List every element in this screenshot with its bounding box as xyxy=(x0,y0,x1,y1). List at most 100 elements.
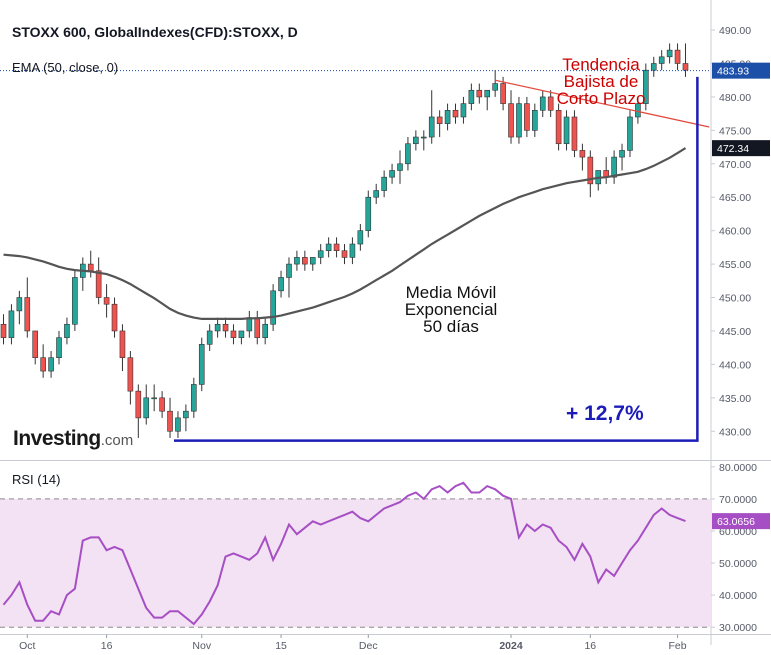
last-price-badge-text: 483.93 xyxy=(717,66,749,78)
chart-title: STOXX 600, GlobalIndexes(CFD):STOXX, D xyxy=(12,24,298,40)
candle xyxy=(183,404,189,432)
candle-body xyxy=(222,323,229,332)
logo-suffix: .com xyxy=(100,432,134,449)
candle-body xyxy=(468,89,475,104)
candle-body xyxy=(214,323,221,332)
candle xyxy=(428,90,435,144)
time-tick-label: 16 xyxy=(584,640,596,652)
candle xyxy=(532,103,538,138)
candle-body xyxy=(119,330,126,359)
trend-annotation: Tendencia Bajista de Corto Plazo xyxy=(536,56,666,107)
candle xyxy=(579,143,586,171)
candle-body xyxy=(674,49,681,64)
candle xyxy=(222,317,229,338)
logo-brand: Investing xyxy=(13,427,101,450)
candle-body xyxy=(238,330,245,338)
time-tick-label: Nov xyxy=(192,640,211,652)
candle xyxy=(286,257,292,298)
price-badges: 483.93 472.34 63.0656 xyxy=(712,62,770,530)
candle xyxy=(40,344,46,378)
candle xyxy=(365,190,372,238)
candle xyxy=(103,284,110,318)
rsi-value-badge-text: 63.0656 xyxy=(717,516,755,528)
candle-body xyxy=(135,390,142,419)
candle xyxy=(674,43,681,71)
candle-body xyxy=(230,330,237,338)
rsi-tick-label: 80.0000 xyxy=(719,462,757,474)
candle-body xyxy=(381,176,387,191)
candle-body xyxy=(516,103,522,138)
candle-body xyxy=(198,344,205,385)
candle xyxy=(143,384,150,425)
trend-line xyxy=(495,79,710,128)
candle xyxy=(167,397,173,438)
candle-body xyxy=(397,163,403,171)
time-tick-label: Oct xyxy=(19,640,35,652)
candle xyxy=(95,257,102,305)
candle xyxy=(16,290,23,325)
candle xyxy=(389,163,395,184)
candle xyxy=(309,257,316,271)
candle-body xyxy=(452,109,459,118)
candle xyxy=(595,170,602,191)
price-tick-label: 450.00 xyxy=(719,293,751,305)
candle xyxy=(611,150,617,184)
candle-body xyxy=(151,397,157,400)
candle xyxy=(484,89,491,111)
ema-value-badge-box xyxy=(712,140,770,157)
candle-body xyxy=(428,116,435,138)
candle xyxy=(627,110,633,158)
candle-body xyxy=(32,330,39,359)
candle xyxy=(650,56,657,77)
ema-line xyxy=(3,147,687,320)
candle xyxy=(214,317,221,338)
time-tick-label: 2024 xyxy=(499,640,523,652)
candle-body xyxy=(286,263,292,278)
candle xyxy=(206,324,213,352)
candle-body xyxy=(476,89,483,98)
ema-indicator-label[interactable]: EMA (50, close, 0) xyxy=(12,60,119,75)
candle xyxy=(119,324,126,372)
price-tick-label: 490.00 xyxy=(719,25,751,37)
rsi-pane: 80.000070.000060.000050.000040.000030.00… xyxy=(0,462,757,634)
candle xyxy=(452,103,459,124)
candle xyxy=(278,270,284,298)
candle-body xyxy=(420,136,427,139)
candle xyxy=(0,314,7,345)
candle xyxy=(603,157,609,184)
candle-body xyxy=(309,257,316,265)
candle-body xyxy=(333,243,340,252)
rsi-indicator-label[interactable]: RSI (14) xyxy=(12,472,61,487)
candle-body xyxy=(0,323,7,338)
candle xyxy=(381,170,387,198)
candle xyxy=(238,330,245,345)
candle xyxy=(682,43,689,77)
candle-body xyxy=(24,297,31,332)
candle xyxy=(444,103,451,131)
candle xyxy=(87,250,94,278)
candle-body xyxy=(325,243,332,252)
candle-body xyxy=(658,56,665,64)
candle-body xyxy=(159,397,165,412)
candle xyxy=(198,337,205,392)
trend-line-1: Tendencia xyxy=(562,55,640,74)
price-tick-label: 440.00 xyxy=(719,359,751,371)
ema-line-1: Media Móvil xyxy=(405,283,497,302)
rsi-tick-label: 70.0000 xyxy=(719,494,757,506)
candle-body xyxy=(175,417,181,432)
candle xyxy=(8,304,15,345)
candle xyxy=(349,237,356,265)
candle-body xyxy=(650,63,657,71)
candle xyxy=(32,330,39,365)
ema-value-badge-text: 472.34 xyxy=(717,143,749,155)
candle-body xyxy=(8,310,15,338)
candle-body xyxy=(16,297,23,312)
candle-body xyxy=(95,270,102,298)
price-tick-label: 465.00 xyxy=(719,192,751,204)
candle-body xyxy=(460,103,467,118)
candle xyxy=(373,183,380,204)
candle-body xyxy=(492,83,498,91)
candle xyxy=(341,244,348,265)
ema-line-2: Exponencial xyxy=(404,300,498,319)
